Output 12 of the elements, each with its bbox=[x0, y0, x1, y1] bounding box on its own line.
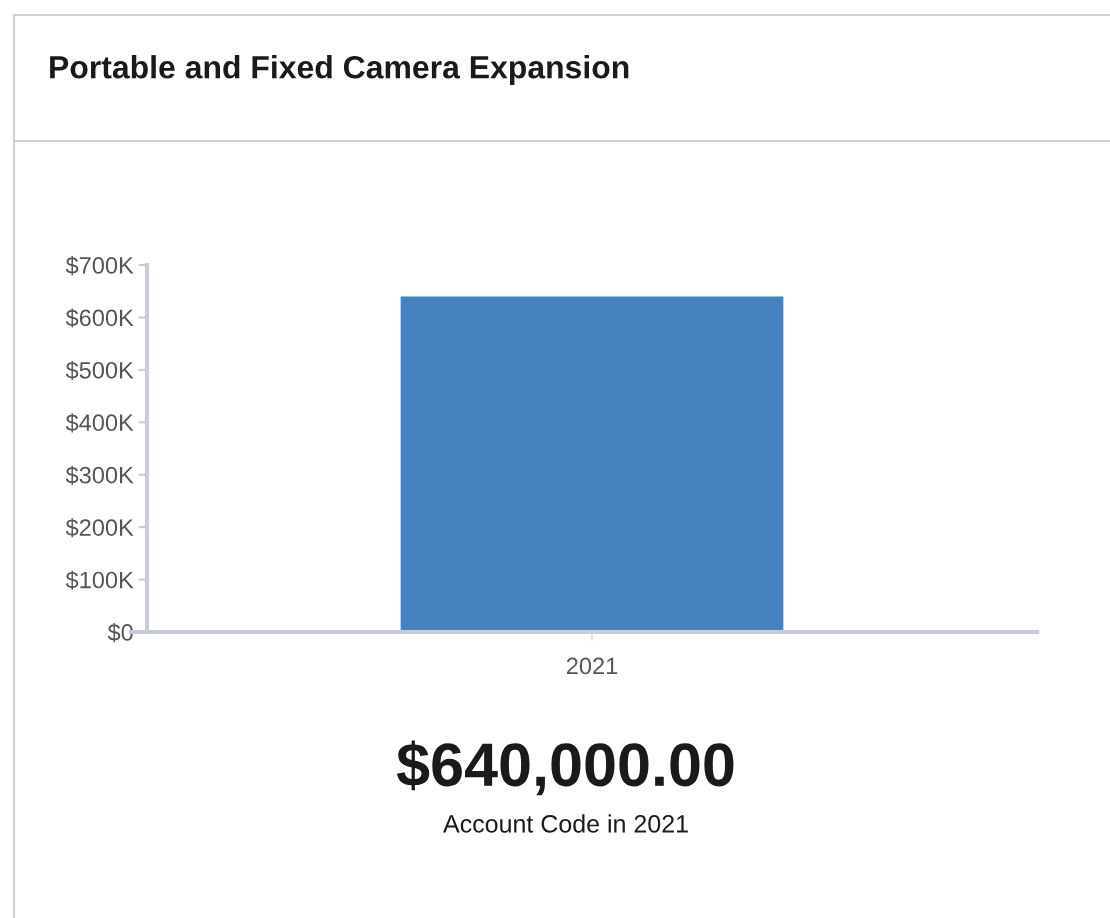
y-tick-label: $700K bbox=[65, 256, 134, 276]
chart-title: Portable and Fixed Camera Expansion bbox=[50, 55, 629, 85]
y-tick-label: $0 bbox=[107, 623, 133, 643]
y-tick-label: $600K bbox=[65, 308, 134, 328]
text: $640,000.00 bbox=[396, 740, 734, 796]
y-tick-label: $500K bbox=[65, 360, 134, 381]
y-tick-label: $400K bbox=[65, 413, 134, 433]
x-tick-label: 2021 bbox=[566, 657, 618, 675]
y-tick-label: $300K bbox=[65, 465, 134, 485]
text: Account Code in 2021 bbox=[443, 814, 688, 833]
y-tick-label: $100K bbox=[65, 570, 134, 590]
y-tick-label: $200K bbox=[65, 518, 134, 538]
